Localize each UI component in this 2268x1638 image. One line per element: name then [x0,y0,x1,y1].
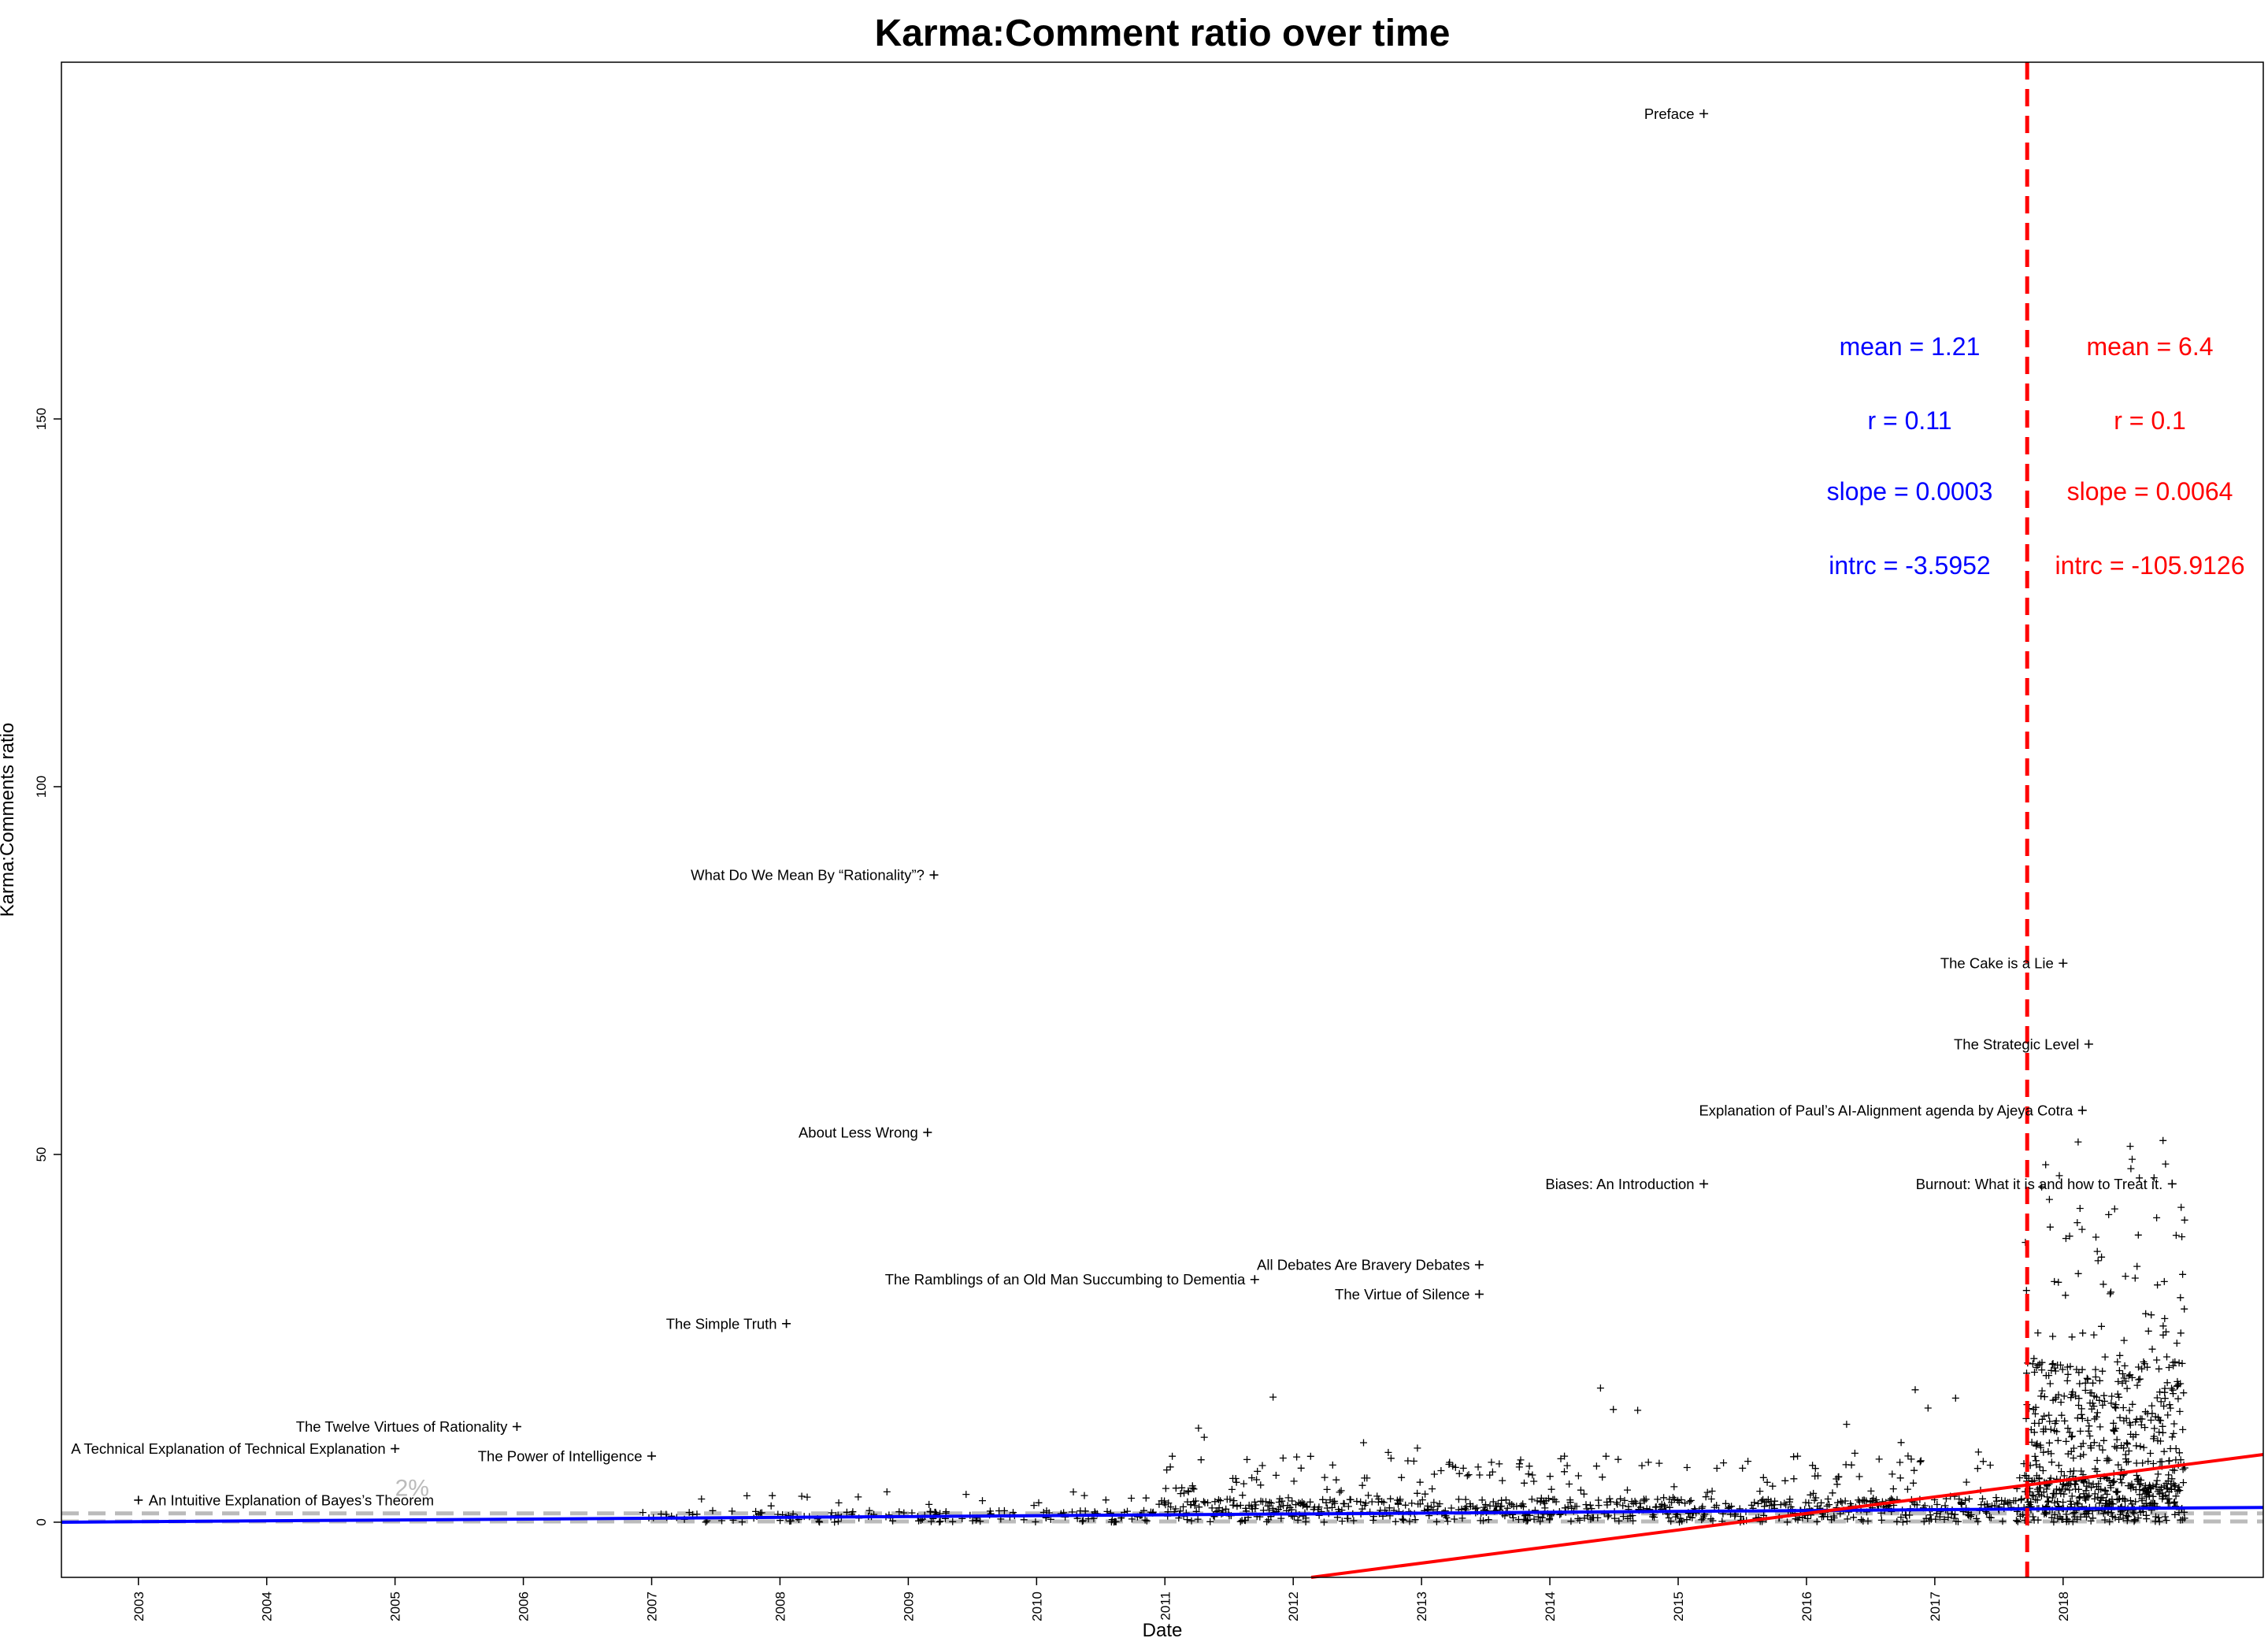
point-label: The Cake is a Lie [1940,955,2054,972]
stat-before-slope: slope = 0.0003 [1827,477,1993,506]
labeled-point: Biases: An Introduction [1545,1176,1709,1192]
stat-after-r: r = 0.1 [2114,406,2186,435]
labeled-point: An Intuitive Explanation of Bayes’s Theo… [134,1492,434,1508]
x-axis-title: Date [1143,1620,1183,1638]
point-label: The Virtue of Silence [1335,1286,1469,1303]
point-label: A Technical Explanation of Technical Exp… [71,1440,385,1457]
labeled-point-marker [1250,1275,1259,1284]
x-tick-label: 2017 [1928,1592,1943,1621]
labeled-point: The Ramblings of an Old Man Succumbing t… [885,1271,1259,1288]
point-label: What Do We Mean By “Rationality”? [691,867,925,884]
point-label: An Intuitive Explanation of Bayes’s Theo… [149,1492,434,1508]
point-label: Burnout: What it is and how to Treat it. [1916,1176,2163,1192]
labeled-point: The Twelve Virtues of Rationality [296,1418,521,1435]
labeled-point-marker [512,1422,521,1432]
labeled-point-marker [2077,1106,2087,1115]
x-tick-label: 2003 [132,1592,146,1621]
y-tick-label: 150 [34,408,49,430]
point-label: Explanation of Paul’s AI-Alignment agend… [1699,1102,2073,1118]
point-label: The Ramblings of an Old Man Succumbing t… [885,1271,1246,1288]
x-tick-label: 2005 [388,1592,403,1621]
regression-line [1310,1453,2264,1579]
x-tick-label: 2004 [260,1592,275,1621]
stat-after-mean: mean = 6.4 [2087,332,2214,361]
x-tick-label: 2008 [773,1592,788,1621]
x-tick-label: 2016 [1799,1592,1814,1621]
percentile-label: 2% [395,1475,429,1501]
labeled-point: The Virtue of Silence [1335,1286,1484,1303]
labeled-point-marker [134,1495,143,1505]
labeled-point-marker [1474,1289,1484,1299]
labeled-point-marker [391,1444,400,1454]
x-tick-label: 2013 [1414,1592,1429,1621]
x-tick-label: 2009 [901,1592,916,1621]
labeled-point-marker [1699,1179,1709,1188]
labeled-point-marker [1699,109,1709,118]
y-tick-label: 100 [34,776,49,798]
labeled-point: About Less Wrong [799,1124,932,1140]
point-label: About Less Wrong [799,1124,918,1140]
regression-lines [61,1453,2264,1579]
stat-before-r: r = 0.11 [1867,406,1951,435]
x-tick-label: 2007 [645,1592,660,1621]
chart-title: Karma:Comment ratio over time [875,13,1451,54]
labeled-point: What Do We Mean By “Rationality”? [691,867,939,884]
labeled-point: The Power of Intelligence [478,1447,657,1464]
labeled-point: The Cake is a Lie [1940,955,2068,972]
y-tick-label: 50 [34,1147,49,1162]
stat-before-mean: mean = 1.21 [1840,332,1981,361]
labeled-point: Explanation of Paul’s AI-Alignment agend… [1699,1102,2087,1118]
labeled-point-marker [2084,1040,2093,1049]
regression-stats: mean = 1.21 r = 0.11 slope = 0.0003 intrc =… [1827,332,2245,580]
labeled-point-marker [647,1451,657,1461]
x-tick-label: 2018 [2056,1592,2071,1621]
labeled-point-marker [923,1128,932,1137]
stat-after-slope: slope = 0.0064 [2067,477,2233,506]
x-tick-label: 2012 [1286,1592,1301,1621]
x-tick-label: 2010 [1029,1592,1044,1621]
labeled-point-marker [2167,1179,2177,1188]
stat-before-intrc: intrc = -3.5952 [1829,551,1990,580]
labeled-point-marker [2059,958,2068,968]
point-label: All Debates Are Bravery Debates [1257,1257,1469,1273]
labeled-point: All Debates Are Bravery Debates [1257,1257,1484,1273]
stat-after-intrc: intrc = -105.9126 [2055,551,2244,580]
point-label: The Power of Intelligence [478,1447,643,1464]
x-tick-label: 2015 [1671,1592,1686,1621]
post-labels: Preface What Do We Mean By “Rationality”?… [71,106,2177,1508]
plot-frame [61,61,2264,1578]
labeled-point: Burnout: What it is and how to Treat it. [1916,1176,2177,1192]
point-label: The Simple Truth [666,1315,777,1332]
point-label: The Strategic Level [1954,1036,2079,1052]
regression-line [61,1506,2264,1524]
x-tick-label: 2011 [1158,1592,1173,1621]
labeled-point-marker [929,870,939,880]
labeled-point: A Technical Explanation of Technical Exp… [71,1440,400,1457]
point-label: Biases: An Introduction [1545,1176,1694,1192]
y-tick-label: 0 [34,1518,49,1525]
x-tick-label: 2014 [1543,1592,1558,1621]
y-axis-title: Karma:Comments ratio [0,723,18,917]
x-tick-label: 2006 [517,1592,532,1621]
labeled-point: Preface [1644,106,1709,122]
point-label: The Twelve Virtues of Rationality [296,1418,508,1435]
labeled-point-marker [1474,1260,1484,1269]
point-label: Preface [1644,106,1695,122]
axes: 2003 2004 2005 2006 2007 2008 2009 2010 2011 2012… [34,408,2071,1621]
labeled-point: The Strategic Level [1954,1036,2093,1052]
labeled-point-marker [782,1319,791,1329]
labeled-point: The Simple Truth [666,1315,791,1332]
